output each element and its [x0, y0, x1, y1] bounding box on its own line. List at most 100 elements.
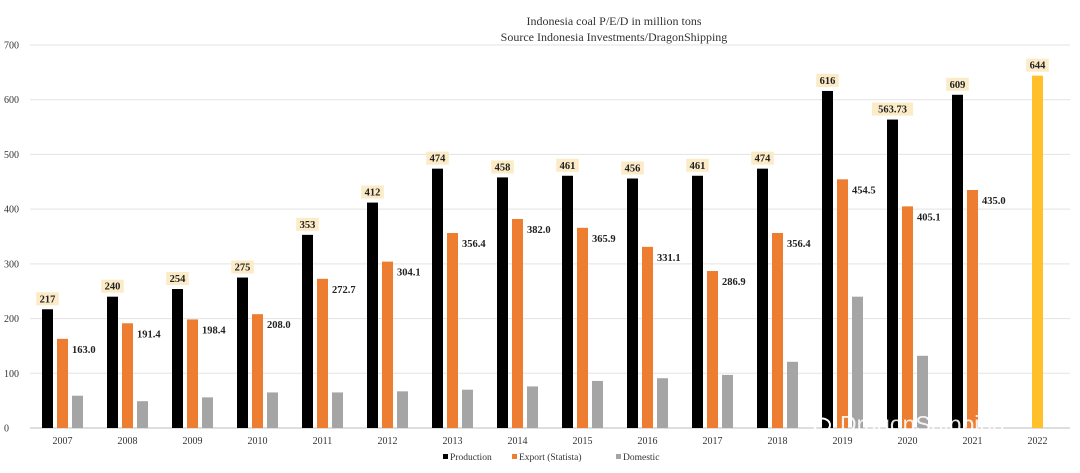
data-label-export: 286.9 [722, 277, 746, 288]
data-label-export: 382.0 [527, 225, 551, 236]
x-tick-label: 2008 [118, 436, 138, 447]
bar-export-statista-2014 [512, 218, 523, 428]
x-tick-label: 2018 [768, 436, 788, 447]
bar-export-statista-2012 [382, 261, 393, 428]
data-label-export: 304.1 [397, 268, 421, 279]
data-label-production: 217 [40, 294, 56, 305]
y-tick-label: 700 [4, 41, 19, 52]
x-tick-label: 2010 [248, 436, 268, 447]
bar-domestic-2010 [267, 392, 278, 428]
x-tick-label: 2011 [313, 436, 333, 447]
data-label-bg [816, 73, 839, 87]
x-tick-label: 2015 [573, 436, 593, 447]
x-tick-label: 2022 [1028, 436, 1048, 447]
x-tick-label: 2009 [183, 436, 203, 447]
bar-production-2009 [172, 289, 183, 428]
data-label-bg [296, 217, 319, 231]
data-label-bg [946, 77, 969, 91]
bar-highlight-2022 [1032, 75, 1043, 428]
data-label-production: 458 [495, 162, 511, 173]
data-label-production: 474 [755, 154, 772, 165]
bar-production-2016 [627, 178, 638, 428]
bar-export-statista-2009 [187, 319, 198, 428]
data-label-bg [1026, 58, 1049, 72]
bar-production-2013 [432, 168, 443, 428]
data-label-bg [621, 161, 644, 175]
data-label-production: 609 [950, 80, 966, 91]
bar-production-2014 [497, 177, 508, 428]
data-label-highlight: 644 [1030, 61, 1047, 72]
y-tick-label: 200 [4, 314, 19, 325]
bar-production-2007 [42, 309, 53, 428]
x-tick-label: 2012 [378, 436, 398, 447]
y-axis-ticks: 0 100 200 300 400 500 600 700 [4, 41, 19, 435]
data-label-bg [686, 158, 709, 172]
data-label-export: 191.4 [137, 329, 161, 340]
data-label-export: 356.4 [787, 239, 811, 250]
x-tick-label: 2021 [963, 436, 983, 447]
data-label-bg [166, 272, 189, 286]
x-axis-ticks: 2007 2008 2009 2010 2011 2012 2013 2014 2015 2016… [53, 436, 1048, 447]
data-label-export: 331.1 [657, 253, 681, 264]
data-label-export: 163.0 [72, 345, 96, 356]
y-tick-label: 0 [4, 424, 9, 435]
y-tick-label: 300 [4, 259, 19, 270]
chart-subtitle: Source Indonesia Investments/DragonShipp… [501, 30, 728, 44]
bar-domestic-2014 [527, 386, 538, 428]
bar-production-2020 [887, 119, 898, 429]
legend-label: Production [450, 453, 492, 463]
data-label-production: 474 [430, 154, 447, 165]
bar-export-statista-2010 [252, 314, 263, 428]
bar-domestic-2017 [722, 374, 733, 428]
bar-domestic-2011 [332, 392, 343, 428]
data-label-production: 240 [105, 282, 121, 293]
data-label-export: 208.0 [267, 320, 291, 331]
legend-swatch [443, 454, 448, 459]
legend-swatch [512, 454, 517, 459]
data-label-export: 356.4 [462, 239, 486, 250]
bar-export-statista-2021 [967, 189, 978, 428]
chart-title: Indonesia coal P/E/D in million tons [527, 14, 702, 28]
bar-domestic-2007 [72, 395, 83, 428]
data-label-production: 461 [560, 161, 576, 172]
legend-label: Export (Statista) [519, 452, 582, 463]
x-tick-label: 2019 [833, 436, 853, 447]
data-label-export: 454.5 [852, 185, 876, 196]
y-tick-label: 400 [4, 205, 19, 216]
data-label-bg [36, 292, 59, 306]
bar-production-2015 [562, 175, 573, 428]
bar-export-statista-2019 [837, 179, 848, 428]
data-label-export: 198.4 [202, 325, 226, 336]
x-tick-label: 2020 [898, 436, 918, 447]
y-tick-label: 100 [4, 369, 19, 380]
bar-domestic-2019 [852, 296, 863, 428]
bar-export-statista-2015 [577, 227, 588, 428]
bar-domestic-2020 [917, 355, 928, 428]
data-label-bg [556, 158, 579, 172]
bar-export-statista-2007 [57, 338, 68, 428]
bar-export-statista-2008 [122, 323, 133, 428]
data-label-production: 616 [820, 76, 836, 87]
data-label-bg [361, 185, 384, 199]
data-label-production: 254 [170, 274, 187, 285]
bar-production-2019 [822, 90, 833, 429]
x-tick-label: 2007 [53, 436, 73, 447]
bar-production-2011 [302, 234, 313, 428]
gridlines [30, 44, 1070, 429]
legend: Production Export (Statista) Domestic [443, 452, 659, 463]
data-label-bg [871, 102, 914, 116]
data-label-bg [426, 151, 449, 165]
bar-export-statista-2017 [707, 271, 718, 428]
bar-domestic-2008 [137, 401, 148, 428]
data-label-production: 456 [625, 164, 641, 175]
x-tick-label: 2016 [638, 436, 658, 447]
bar-domestic-2016 [657, 378, 668, 428]
bar-export-statista-2020 [902, 206, 913, 428]
bar-export-statista-2016 [642, 246, 653, 428]
watermark-text: DragonShipping [840, 411, 1005, 437]
legend-swatch [616, 454, 621, 459]
legend-label: Domestic [623, 453, 659, 463]
bar-production-2018 [757, 168, 768, 428]
x-tick-label: 2013 [443, 436, 463, 447]
